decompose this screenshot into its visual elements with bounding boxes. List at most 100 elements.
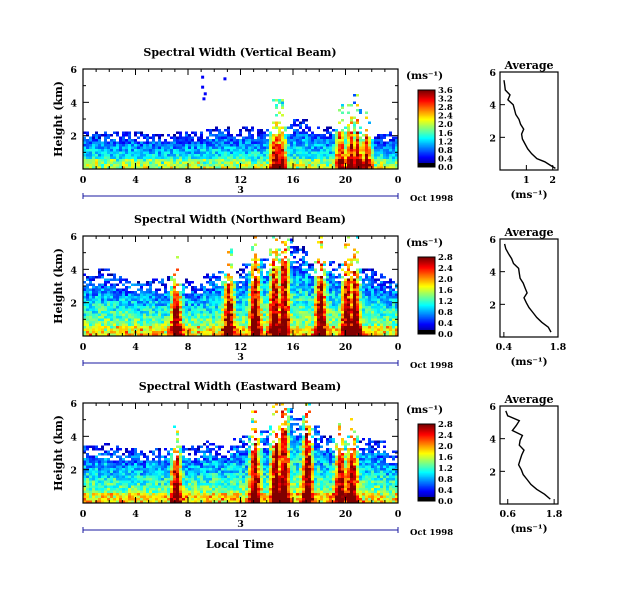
heatmap-cell: [239, 268, 242, 271]
heatmap-cell: [329, 283, 332, 286]
heatmap-cell: [374, 331, 377, 334]
average-y-tick-label: 4: [489, 268, 496, 279]
heatmap-cell: [212, 159, 215, 162]
heatmap-cell: [362, 164, 365, 167]
heatmap-cell: [86, 500, 89, 503]
heatmap-cell: [167, 306, 170, 309]
heatmap-cell: [161, 161, 164, 164]
heatmap-cell: [86, 488, 89, 491]
heatmap-cell: [332, 161, 335, 164]
heatmap-cell: [137, 283, 140, 286]
heatmap-cell: [143, 493, 146, 496]
heatmap-cell: [293, 149, 296, 152]
heatmap-cell: [308, 126, 311, 129]
heatmap-cell: [86, 458, 89, 461]
heatmap-cell: [257, 298, 260, 301]
heatmap-cell: [236, 144, 239, 147]
heatmap-cell: [395, 313, 398, 316]
heatmap-cell: [83, 323, 86, 326]
heatmap-cell: [272, 164, 275, 167]
heatmap-cell: [353, 256, 356, 259]
heatmap-cell: [329, 164, 332, 167]
heatmap-cell: [287, 266, 290, 269]
heatmap-cell: [353, 331, 356, 334]
heatmap-cell: [362, 296, 365, 299]
heatmap-cell: [317, 241, 320, 244]
heatmap-cell: [131, 460, 134, 463]
heatmap-cell: [185, 286, 188, 289]
heatmap-cell: [227, 286, 230, 289]
heatmap-cell: [110, 321, 113, 324]
heatmap-cell: [293, 298, 296, 301]
heatmap-cell: [329, 149, 332, 152]
heatmap-cell: [116, 473, 119, 476]
heatmap-cell: [308, 278, 311, 281]
heatmap-cell: [335, 326, 338, 329]
heatmap-cell: [242, 136, 245, 139]
heatmap-cell: [239, 286, 242, 289]
heatmap-cell: [299, 333, 302, 336]
heatmap-cell: [236, 303, 239, 306]
heatmap-cell: [335, 156, 338, 159]
heatmap-cell: [122, 291, 125, 294]
heatmap-cell: [176, 139, 179, 142]
heatmap-cell: [92, 468, 95, 471]
heatmap-cell: [296, 291, 299, 294]
heatmap-cell: [131, 455, 134, 458]
heatmap-cell: [254, 258, 257, 261]
heatmap-cell: [314, 306, 317, 309]
heatmap-cell: [92, 458, 95, 461]
heatmap-cell: [137, 164, 140, 167]
heatmap-cell: [203, 323, 206, 326]
heatmap-cell: [374, 311, 377, 314]
heatmap-cell: [299, 301, 302, 304]
heatmap-cell: [194, 291, 197, 294]
heatmap-cell: [227, 308, 230, 311]
heatmap-cell: [389, 149, 392, 152]
heatmap-cell: [317, 333, 320, 336]
heatmap-cell: [308, 164, 311, 167]
heatmap-cell: [128, 139, 131, 142]
heatmap-cell: [149, 311, 152, 314]
heatmap-cell: [254, 141, 257, 144]
heatmap-cell: [287, 246, 290, 249]
heatmap-cell: [203, 151, 206, 154]
heatmap-cell: [296, 281, 299, 284]
heatmap-cell: [332, 156, 335, 159]
heatmap-cell: [95, 136, 98, 139]
average-profile-line: [503, 80, 556, 169]
heatmap-cell: [188, 134, 191, 137]
heatmap-cell: [284, 141, 287, 144]
heatmap-cell: [104, 328, 107, 331]
heatmap-cell: [185, 296, 188, 299]
heatmap-cell: [374, 291, 377, 294]
heatmap-cell: [347, 326, 350, 329]
heatmap-cell: [173, 139, 176, 142]
heatmap-cell: [383, 144, 386, 147]
heatmap-cell: [302, 151, 305, 154]
heatmap-cell: [284, 271, 287, 274]
heatmap-cell: [329, 293, 332, 296]
heatmap-cell: [317, 313, 320, 316]
heatmap-cell: [266, 316, 269, 319]
heatmap-cell: [248, 298, 251, 301]
heatmap-cell: [230, 286, 233, 289]
heatmap-cell: [128, 463, 131, 466]
heatmap-cell: [335, 141, 338, 144]
heatmap-cell: [212, 318, 215, 321]
heatmap-cell: [323, 296, 326, 299]
heatmap-cell: [284, 311, 287, 314]
heatmap-cell: [365, 301, 368, 304]
heatmap-cell: [119, 465, 122, 468]
colorbar-segment: [418, 301, 435, 304]
heatmap-cell: [236, 164, 239, 167]
heatmap-cell: [365, 166, 368, 169]
heatmap-cell: [314, 293, 317, 296]
heatmap-cell: [200, 303, 203, 306]
heatmap-cell: [380, 318, 383, 321]
colorbar-segment: [418, 265, 435, 268]
heatmap-cell: [125, 139, 128, 142]
heatmap-cell: [95, 455, 98, 458]
heatmap-cell: [371, 298, 374, 301]
heatmap-cell: [365, 111, 368, 114]
